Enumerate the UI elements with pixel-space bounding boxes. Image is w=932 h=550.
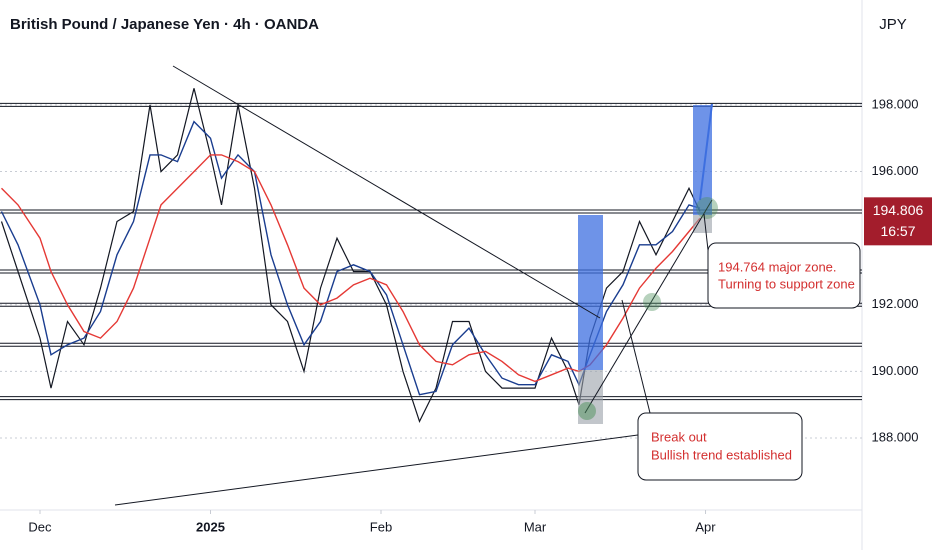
arrow — [699, 103, 713, 201]
projection-box — [578, 215, 603, 370]
currency: JPY — [879, 16, 907, 33]
trendline — [172, 65, 601, 319]
y-tick-label: 198.000 — [872, 96, 919, 111]
marker — [578, 402, 596, 420]
x-tick-label: Apr — [695, 519, 716, 534]
risk-box — [693, 215, 712, 233]
y-tick-label: 188.000 — [872, 429, 919, 444]
chart-title: British Pound / Japanese Yen · 4h · OAND… — [10, 16, 319, 33]
annotation-text: Turning to support zone — [718, 276, 855, 291]
connector — [621, 299, 651, 414]
price-tag-label: 194.806 — [873, 202, 924, 218]
marker — [643, 293, 661, 311]
y-tick-label: 190.000 — [872, 363, 919, 378]
y-tick-label: 196.000 — [872, 163, 919, 178]
countdown: 16:57 — [880, 223, 915, 239]
annotation-text: Bullish trend established — [651, 447, 792, 462]
plot: 188.000 190.000 192.000 196.000 198.000 Dec 20… — [0, 88, 919, 534]
y-tick-label: 192.000 — [872, 296, 919, 311]
annotation-text: 194.764 major zone. — [718, 259, 837, 274]
marker — [696, 197, 718, 219]
trendline — [114, 431, 661, 506]
projection-box — [693, 105, 712, 215]
annotation-box — [637, 412, 803, 481]
x-tick-label: Feb — [370, 519, 392, 534]
trendline — [584, 199, 713, 414]
connector — [703, 213, 709, 251]
annotation-box — [707, 242, 861, 309]
x-tick-label: Dec — [28, 519, 52, 534]
x-tick-label: 2025 — [196, 519, 225, 534]
price-tag — [864, 197, 932, 246]
annotation-text: Break out — [651, 429, 707, 444]
x-tick-label: Mar — [524, 519, 547, 534]
